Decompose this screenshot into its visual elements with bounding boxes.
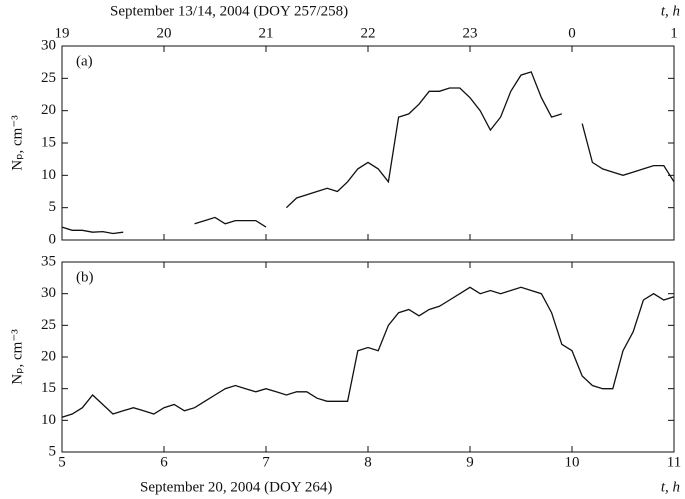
- data-line: [61, 286, 675, 418]
- x-axis-label: t, h: [661, 3, 680, 19]
- x-tick-label: 8: [364, 454, 372, 470]
- panel-label: (b): [76, 269, 94, 285]
- y-tick-label: 20: [41, 348, 56, 364]
- y-tick-label: 10: [41, 167, 56, 183]
- y-tick-label: 20: [41, 102, 56, 118]
- x-tick-label: 1: [670, 25, 678, 41]
- y-tick-label: 5: [49, 443, 57, 459]
- y-tick-label: 15: [41, 134, 56, 150]
- y-tick-label: 35: [41, 253, 56, 269]
- plot-frame: [61, 261, 675, 453]
- plot-frame: [61, 45, 675, 241]
- x-tick-label: 10: [565, 454, 580, 470]
- y-axis-label: Nₚ, cm⁻³: [9, 329, 25, 385]
- x-tick-label: 23: [463, 25, 478, 41]
- x-tick-label: 0: [568, 25, 576, 41]
- y-tick-label: 25: [41, 317, 56, 333]
- x-axis-label: t, h: [661, 479, 680, 495]
- x-tick-label: 21: [259, 25, 274, 41]
- x-tick-label: 19: [55, 25, 70, 41]
- x-tick-label: 22: [361, 25, 376, 41]
- x-tick-label: 20: [157, 25, 172, 41]
- data-line: [61, 71, 675, 235]
- y-tick-label: 30: [41, 285, 56, 301]
- panel-label: (a): [76, 53, 93, 69]
- x-tick-label: 6: [160, 454, 168, 470]
- y-tick-label: 0: [49, 231, 57, 247]
- x-tick-label: 11: [667, 454, 681, 470]
- x-tick-label: 7: [262, 454, 270, 470]
- y-axis-label: Nₚ, cm⁻³: [9, 115, 25, 171]
- y-tick-label: 30: [41, 37, 56, 53]
- x-tick-label: 5: [58, 454, 66, 470]
- y-tick-label: 5: [49, 199, 57, 215]
- y-tick-label: 10: [41, 412, 56, 428]
- y-tick-label: 25: [41, 70, 56, 86]
- date-label: September 13/14, 2004 (DOY 257/258): [110, 3, 348, 19]
- x-tick-label: 9: [466, 454, 474, 470]
- date-label: September 20, 2004 (DOY 264): [140, 479, 332, 495]
- y-tick-label: 15: [41, 380, 56, 396]
